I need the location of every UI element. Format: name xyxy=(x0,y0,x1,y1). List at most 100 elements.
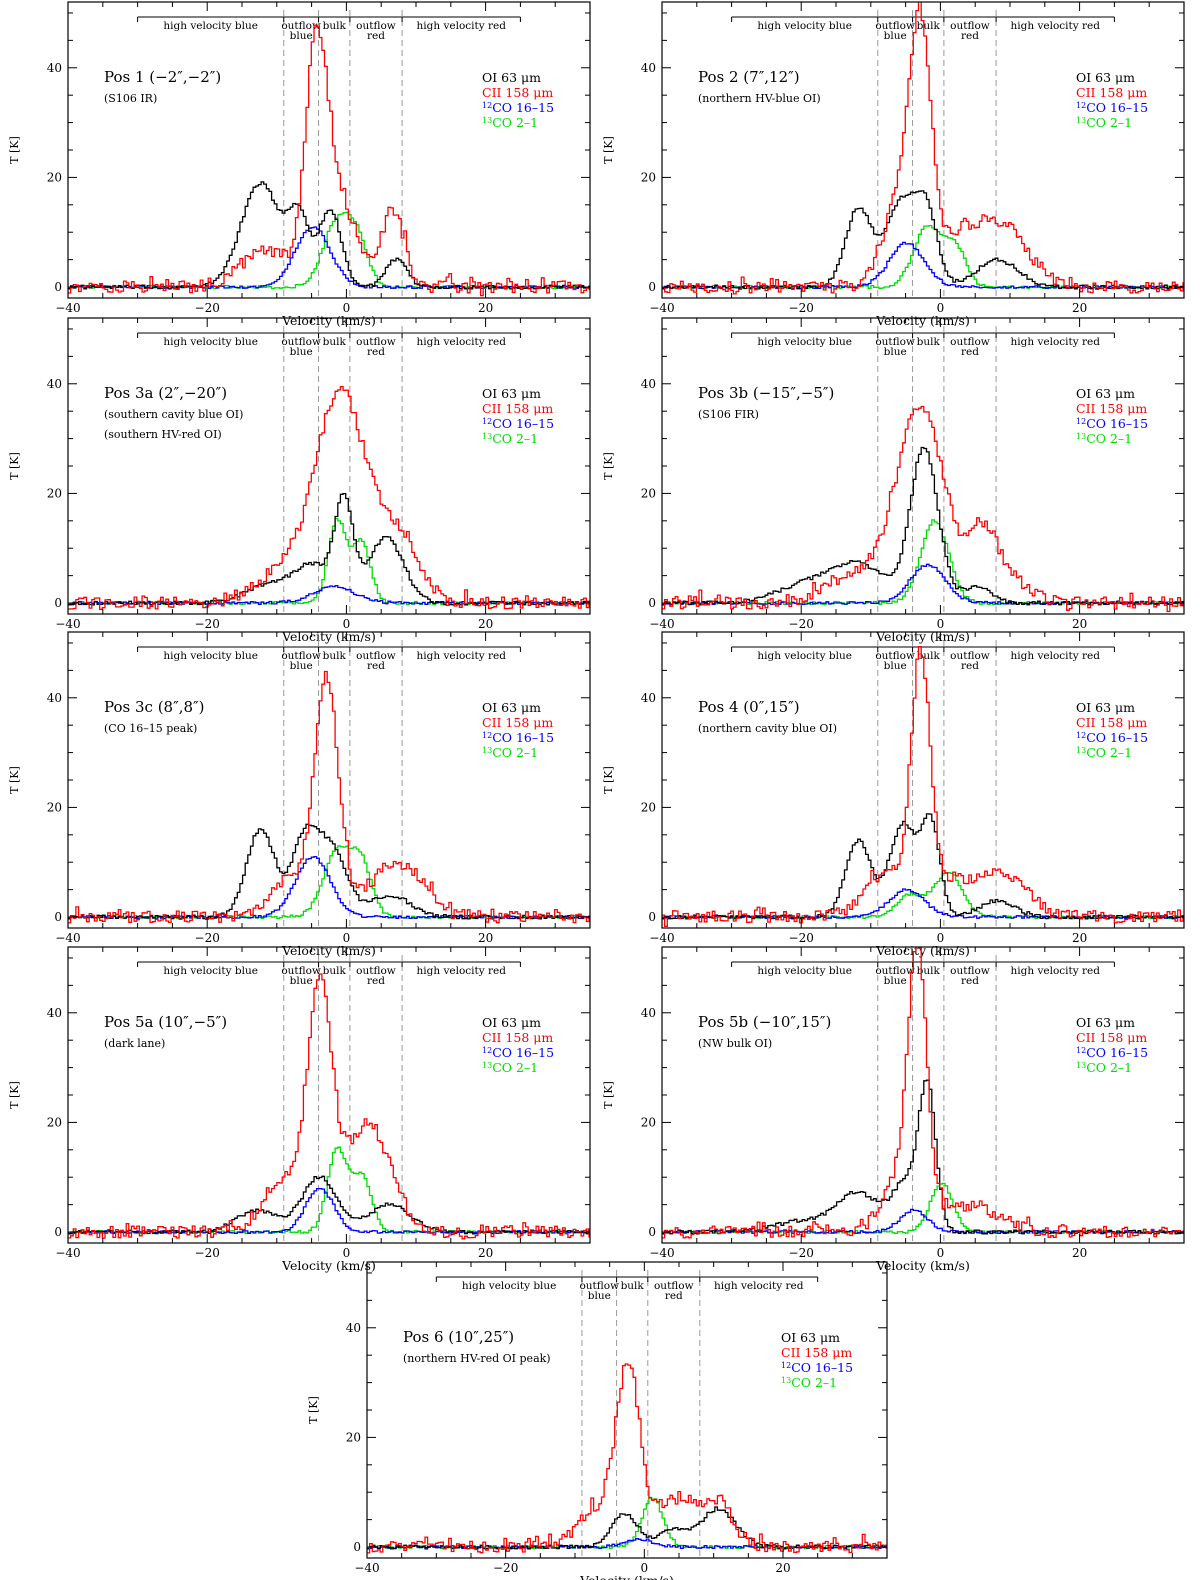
plot-frame xyxy=(67,631,591,929)
region-label-hv-blue: high velocity blue xyxy=(757,336,852,348)
y-tick-label: 0 xyxy=(648,1225,656,1239)
y-tick-label: 20 xyxy=(47,1115,62,1129)
region-label-hv-blue: high velocity blue xyxy=(757,20,852,32)
region-label-outflow-blue: outflow xyxy=(875,336,915,348)
region-label-outflow-red: outflow xyxy=(356,650,396,662)
region-label-outflow-blue-2: blue xyxy=(290,346,313,358)
legend-entry-13co: 13CO 2–1 xyxy=(781,1375,837,1390)
plot-frame xyxy=(661,1,1185,299)
x-tick-label: 0 xyxy=(343,301,351,315)
panel-title: Pos 3c (8″,8″) xyxy=(104,698,204,716)
panel-title: Pos 3b (−15″,−5″) xyxy=(698,384,834,402)
legend-entry-13co: 13CO 2–1 xyxy=(1076,115,1132,130)
x-tick-label: −20 xyxy=(789,617,814,631)
x-tick-label: 20 xyxy=(1072,301,1087,315)
y-tick-label: 0 xyxy=(648,910,656,924)
region-label-bulk: bulk xyxy=(917,965,941,977)
spectrum-line-oi xyxy=(662,190,1184,290)
spectrum-line-cii xyxy=(662,2,1184,295)
region-label-outflow-blue: outflow xyxy=(281,965,321,977)
legend-entry-cii: CII 158 μm xyxy=(1076,1030,1147,1045)
region-label-hv-red: high velocity red xyxy=(1011,965,1101,977)
legend-entry-12co: 12CO 16–15 xyxy=(1076,100,1148,115)
region-label-bulk: bulk xyxy=(917,20,941,32)
region-label-outflow-blue: outflow xyxy=(281,20,321,32)
region-label-hv-red: high velocity red xyxy=(1011,20,1101,32)
region-label-hv-blue: high velocity blue xyxy=(163,20,258,32)
region-label-bulk: bulk xyxy=(323,20,347,32)
y-tick-label: 20 xyxy=(47,486,62,500)
legend-entry-cii: CII 158 μm xyxy=(1076,401,1147,416)
x-tick-label: 20 xyxy=(775,1561,790,1575)
spectra-group xyxy=(68,386,590,610)
x-tick-label: 0 xyxy=(343,617,351,631)
x-tick-label: 0 xyxy=(343,1246,351,1260)
panel-title: Pos 3a (2″,−20″) xyxy=(104,384,227,402)
panel-subtitle: (CO 16–15 peak) xyxy=(104,722,197,735)
legend-entry-oi: OI 63 μm xyxy=(1076,70,1135,85)
region-label-hv-red: high velocity red xyxy=(417,650,507,662)
region-label-hv-blue: high velocity blue xyxy=(163,650,258,662)
x-axis-label: Velocity (km/s) xyxy=(875,1258,970,1273)
region-label-hv-blue: high velocity blue xyxy=(163,336,258,348)
panel-title: Pos 6 (10″,25″) xyxy=(403,1328,514,1346)
y-axis-label: T [K] xyxy=(307,1396,320,1424)
legend-entry-12co: 12CO 16–15 xyxy=(482,100,554,115)
y-tick-label: 40 xyxy=(641,61,656,75)
x-tick-label: −40 xyxy=(55,1246,80,1260)
region-label-hv-red: high velocity red xyxy=(417,965,507,977)
y-axis-label: T [K] xyxy=(602,136,615,164)
legend-entry-cii: CII 158 μm xyxy=(1076,85,1147,100)
y-tick-label: 40 xyxy=(47,377,62,391)
region-label-outflow-red-2: red xyxy=(367,660,385,672)
plot-frame xyxy=(661,631,1185,929)
y-tick-label: 20 xyxy=(47,170,62,184)
region-label-bulk: bulk xyxy=(323,965,347,977)
spectrum-line-cii xyxy=(68,386,590,610)
region-label-hv-red: high velocity red xyxy=(417,336,507,348)
spectrum-line-12co xyxy=(68,226,590,290)
region-label-outflow-blue-2: blue xyxy=(884,346,907,358)
region-label-outflow-red: outflow xyxy=(950,336,990,348)
x-tick-label: −40 xyxy=(55,931,80,945)
legend-entry-12co: 12CO 16–15 xyxy=(1076,1045,1148,1060)
panel-subtitle: (northern HV-blue OI) xyxy=(698,92,821,105)
region-label-hv-blue: high velocity blue xyxy=(757,965,852,977)
x-tick-label: −20 xyxy=(789,301,814,315)
region-label-hv-red: high velocity red xyxy=(714,1280,804,1292)
y-tick-label: 0 xyxy=(54,596,62,610)
legend-entry-12co: 12CO 16–15 xyxy=(482,730,554,745)
spectrum-line-13co xyxy=(662,519,1184,606)
region-label-outflow-red: outflow xyxy=(356,20,396,32)
y-tick-label: 40 xyxy=(641,377,656,391)
region-label-hv-red: high velocity red xyxy=(1011,336,1101,348)
legend-entry-cii: CII 158 μm xyxy=(1076,715,1147,730)
spectra-group xyxy=(662,947,1184,1239)
x-tick-label: −40 xyxy=(649,301,674,315)
x-tick-label: −20 xyxy=(789,931,814,945)
region-label-hv-blue: high velocity blue xyxy=(462,1280,557,1292)
y-axis-label: T [K] xyxy=(602,1081,615,1109)
x-tick-label: 20 xyxy=(478,301,493,315)
spectrum-line-oi xyxy=(662,446,1184,606)
region-label-bulk: bulk xyxy=(917,336,941,348)
y-tick-label: 20 xyxy=(47,800,62,814)
y-axis-label: T [K] xyxy=(602,766,615,794)
region-label-hv-blue: high velocity blue xyxy=(163,965,258,977)
y-tick-label: 40 xyxy=(641,1006,656,1020)
x-axis-label: Velocity (km/s) xyxy=(281,1258,376,1273)
panel-subtitle-2: (southern HV-red OI) xyxy=(104,428,222,441)
spectrum-line-oi xyxy=(662,1079,1184,1235)
region-label-outflow-blue-2: blue xyxy=(884,660,907,672)
spectrum-line-oi xyxy=(68,1175,590,1235)
x-tick-label: −40 xyxy=(649,1246,674,1260)
region-label-outflow-blue-2: blue xyxy=(588,1290,611,1302)
region-label-outflow-blue-2: blue xyxy=(884,30,907,42)
region-label-outflow-blue-2: blue xyxy=(290,975,313,987)
y-tick-label: 20 xyxy=(641,486,656,500)
